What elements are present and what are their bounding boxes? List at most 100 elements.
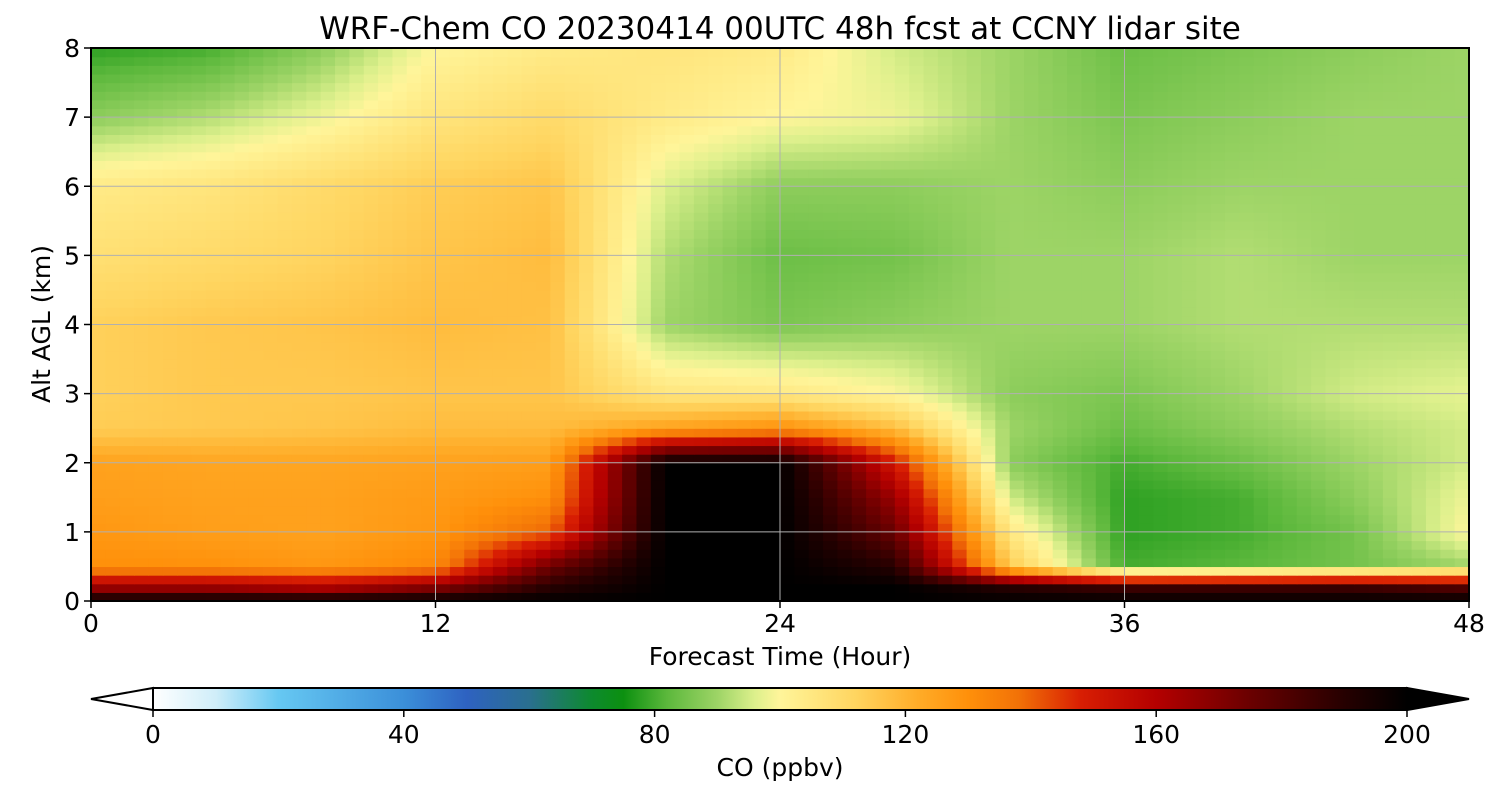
heatmap-cell xyxy=(1167,212,1183,222)
heatmap-cell xyxy=(392,350,408,360)
heatmap-cell xyxy=(636,384,652,395)
heatmap-cell xyxy=(851,220,867,231)
heatmap-cell xyxy=(837,531,853,542)
heatmap-cell xyxy=(119,333,135,343)
heatmap-cell xyxy=(1052,281,1068,291)
heatmap-cell xyxy=(478,549,494,559)
heatmap-cell xyxy=(478,194,494,205)
heatmap-cell xyxy=(665,497,681,507)
heatmap-cell xyxy=(866,350,882,360)
heatmap-cell xyxy=(579,505,594,516)
heatmap-cell xyxy=(162,212,178,222)
heatmap-cell xyxy=(1067,194,1083,205)
heatmap-cell xyxy=(607,359,623,369)
heatmap-cell xyxy=(995,298,1011,308)
heatmap-cell xyxy=(909,419,925,429)
heatmap-cell xyxy=(105,255,121,265)
heatmap-cell xyxy=(693,341,709,352)
heatmap-cell xyxy=(722,376,738,386)
heatmap-cell xyxy=(1067,229,1083,239)
heatmap-cell xyxy=(1081,428,1097,438)
heatmap-cell xyxy=(550,462,566,472)
heatmap-cell xyxy=(464,151,480,161)
heatmap-cell xyxy=(1454,246,1469,256)
heatmap-cell xyxy=(378,384,394,395)
heatmap-cell xyxy=(349,255,365,265)
heatmap-cell xyxy=(1024,488,1039,498)
heatmap-cell xyxy=(995,428,1011,438)
heatmap-cell xyxy=(1110,592,1126,601)
heatmap-cell xyxy=(1440,324,1456,334)
heatmap-cell xyxy=(736,186,752,196)
heatmap-cell xyxy=(765,540,781,550)
heatmap-cell xyxy=(579,583,594,593)
heatmap-cell xyxy=(134,160,150,170)
heatmap-cell xyxy=(736,324,752,334)
heatmap-cell xyxy=(1210,238,1226,248)
heatmap-cell xyxy=(1282,238,1298,248)
heatmap-cell xyxy=(636,229,652,239)
heatmap-cell xyxy=(248,592,264,601)
heatmap-cell xyxy=(923,359,939,369)
heatmap-cell xyxy=(794,281,810,291)
heatmap-cell xyxy=(464,384,480,395)
heatmap-cell xyxy=(205,384,221,395)
heatmap-cell xyxy=(1095,272,1111,282)
heatmap-cell xyxy=(894,168,910,179)
heatmap-cell xyxy=(1009,454,1025,464)
heatmap-cell xyxy=(1124,531,1140,542)
heatmap-cell xyxy=(722,246,738,256)
heatmap-cell xyxy=(1181,315,1197,326)
heatmap-cell xyxy=(363,289,379,300)
heatmap-cell xyxy=(234,315,250,326)
heatmap-cell xyxy=(277,480,293,490)
heatmap-cell xyxy=(564,488,580,498)
heatmap-cell xyxy=(679,505,695,516)
heatmap-cell xyxy=(650,549,666,559)
heatmap-cell xyxy=(1311,393,1327,403)
heatmap-cell xyxy=(507,436,523,447)
heatmap-cell xyxy=(1282,575,1298,585)
heatmap-cell xyxy=(1124,151,1140,161)
heatmap-cell xyxy=(607,194,623,205)
heatmap-cell xyxy=(535,168,551,179)
heatmap-cell xyxy=(1210,445,1226,455)
heatmap-cell xyxy=(1239,575,1255,585)
heatmap-cell xyxy=(1181,367,1197,377)
heatmap-cell xyxy=(1325,367,1341,377)
heatmap-cell xyxy=(1253,592,1269,601)
heatmap-cell xyxy=(866,566,882,576)
heatmap-cell xyxy=(478,393,494,403)
heatmap-cell xyxy=(492,186,508,196)
heatmap-cell xyxy=(406,410,422,421)
heatmap-cell xyxy=(177,350,193,360)
heatmap-cell xyxy=(478,557,494,568)
heatmap-cell xyxy=(306,384,322,395)
heatmap-cell xyxy=(291,583,307,593)
heatmap-cell xyxy=(378,315,394,326)
heatmap-cell xyxy=(277,238,293,248)
heatmap-cell xyxy=(191,272,207,282)
heatmap-cell xyxy=(492,592,508,601)
heatmap-cell xyxy=(1081,229,1097,239)
heatmap-cell xyxy=(780,212,795,222)
heatmap-cell xyxy=(579,592,594,601)
heatmap-cell xyxy=(1095,315,1111,326)
heatmap-cell xyxy=(378,402,394,412)
heatmap-cell xyxy=(837,592,853,601)
heatmap-cell xyxy=(1411,177,1427,187)
heatmap-cell xyxy=(550,575,566,585)
heatmap-cell xyxy=(1110,315,1126,326)
heatmap-cell xyxy=(119,428,135,438)
heatmap-cell xyxy=(708,367,724,377)
heatmap-cell xyxy=(794,505,810,516)
heatmap-cell xyxy=(1024,177,1039,187)
heatmap-cell xyxy=(349,523,365,533)
heatmap-cell xyxy=(1181,350,1197,360)
heatmap-cell xyxy=(1095,575,1111,585)
heatmap-cell xyxy=(464,315,480,326)
heatmap-cell xyxy=(306,367,322,377)
heatmap-cell xyxy=(1224,454,1240,464)
heatmap-cell xyxy=(1167,220,1183,231)
heatmap-cell xyxy=(736,523,752,533)
